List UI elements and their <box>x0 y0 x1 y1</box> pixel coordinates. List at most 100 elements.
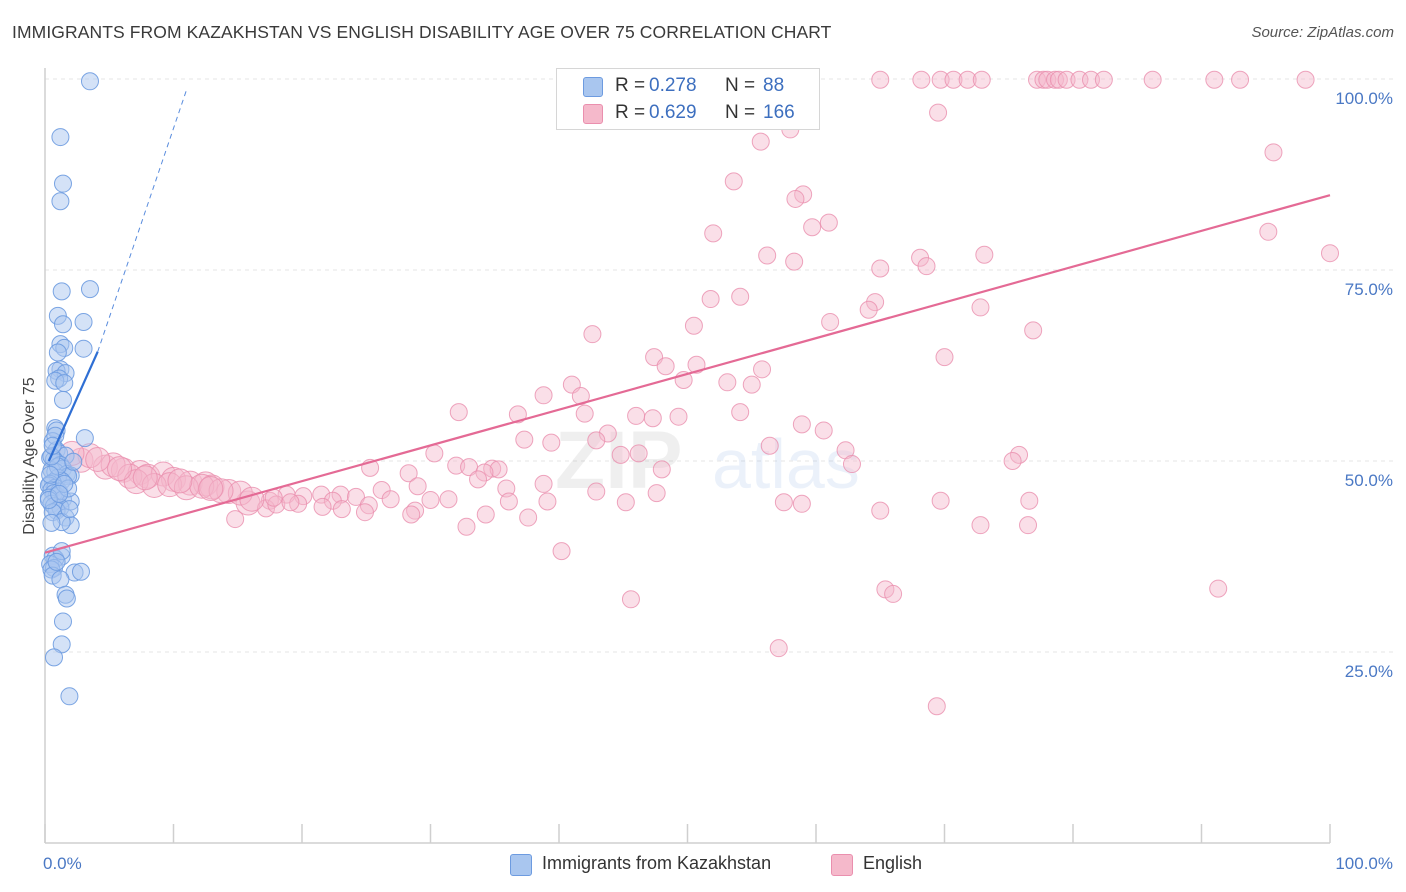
english-point <box>769 639 788 658</box>
english-point <box>785 252 804 271</box>
english-point <box>971 298 990 317</box>
english-point <box>821 312 840 331</box>
legend-r-label: R = <box>615 102 646 123</box>
legend-r-value: 0.629 <box>649 102 697 123</box>
english-point <box>1003 452 1022 470</box>
english-point <box>687 355 706 374</box>
english-point <box>718 373 737 392</box>
english-point <box>135 463 161 489</box>
kazakhstan-point <box>71 562 90 581</box>
y-tick-label: 100.0% <box>1335 89 1393 108</box>
english-point <box>1143 70 1162 89</box>
series-legend: Immigrants from Kazakhstan English <box>0 852 1406 878</box>
english-point <box>792 415 811 434</box>
english-point <box>1264 143 1283 162</box>
legend-swatch-blue <box>583 77 603 97</box>
kazakhstan-point <box>75 429 94 448</box>
kazakhstan-point <box>53 315 72 334</box>
english-point <box>313 497 332 516</box>
english-point <box>774 493 793 512</box>
english-point <box>587 431 606 450</box>
kazakhstan-point <box>53 390 72 409</box>
kazakhstan-point <box>48 343 67 362</box>
english-point <box>408 477 427 496</box>
english-point <box>1057 70 1076 89</box>
english-point <box>469 470 488 489</box>
kazakhstan-trend-extension <box>97 90 187 352</box>
english-point <box>447 456 466 475</box>
legend-r-label: R = <box>615 75 646 96</box>
english-points <box>59 70 1339 716</box>
english-point <box>972 70 991 89</box>
kazakhstan-points <box>39 72 99 706</box>
english-point <box>538 492 557 511</box>
english-point <box>85 446 111 472</box>
y-tick-label: 75.0% <box>1345 280 1393 299</box>
legend-n-value: 166 <box>763 102 795 123</box>
kazakhstan-point <box>52 282 71 301</box>
english-point <box>189 473 215 499</box>
english-point <box>803 218 822 237</box>
english-point <box>871 70 890 89</box>
english-point <box>355 503 374 522</box>
english-point <box>457 517 476 536</box>
english-point <box>157 472 183 498</box>
english-point <box>1020 491 1039 510</box>
english-point <box>421 490 440 509</box>
english-point <box>508 405 527 424</box>
english-point <box>193 471 219 497</box>
english-point <box>1019 516 1038 535</box>
english-point <box>598 424 617 443</box>
english-point <box>552 542 571 561</box>
legend-label-english: English <box>863 853 923 873</box>
english-point <box>289 494 308 513</box>
english-point <box>1081 70 1100 89</box>
english-point <box>402 505 421 524</box>
kazakhstan-point <box>80 72 99 91</box>
english-point <box>332 500 351 519</box>
english-point <box>1205 70 1224 89</box>
kazakhstan-point <box>55 374 74 393</box>
english-point <box>971 516 990 535</box>
kazakhstan-point <box>53 174 72 193</box>
english-point <box>1028 70 1047 89</box>
english-point <box>449 403 468 422</box>
english-point <box>944 70 963 89</box>
english-point <box>669 407 688 426</box>
kazakhstan-point <box>53 612 72 631</box>
axes <box>44 68 1331 844</box>
english-point <box>751 132 770 151</box>
y-tick-label: 25.0% <box>1345 662 1393 681</box>
kazakhstan-point <box>51 192 70 211</box>
english-point <box>929 103 948 122</box>
english-point <box>267 495 286 514</box>
source-label: Source: ZipAtlas.com <box>1251 24 1394 41</box>
english-point <box>346 487 365 506</box>
trend-lines <box>44 90 1331 554</box>
english-point <box>107 456 133 482</box>
kazakhstan-point <box>44 648 63 667</box>
kazakhstan-point <box>50 484 69 503</box>
kazakhstan-point <box>60 687 79 706</box>
english-point <box>753 360 772 379</box>
english-point <box>499 492 518 511</box>
chart-title: IMMIGRANTS FROM KAZAKHSTAN VS ENGLISH DI… <box>12 22 832 42</box>
english-point <box>935 348 954 367</box>
english-point <box>652 460 671 479</box>
kazakhstan-point <box>47 552 66 571</box>
english-point <box>724 172 743 191</box>
legend-n-value: 88 <box>763 75 785 96</box>
english-point <box>627 406 646 425</box>
english-point <box>643 409 662 428</box>
kazakhstan-point <box>60 500 79 519</box>
kazakhstan-point <box>57 589 76 608</box>
kazakhstan-point <box>64 452 83 471</box>
english-point <box>239 486 265 512</box>
english-point <box>871 259 890 278</box>
kazakhstan-point <box>51 570 70 589</box>
english-point <box>616 493 635 512</box>
english-point <box>399 464 418 483</box>
legend-row-english: R = 0.629 N = 166 <box>557 100 819 126</box>
y-axis-title: Disability Age Over 75 <box>21 377 38 535</box>
